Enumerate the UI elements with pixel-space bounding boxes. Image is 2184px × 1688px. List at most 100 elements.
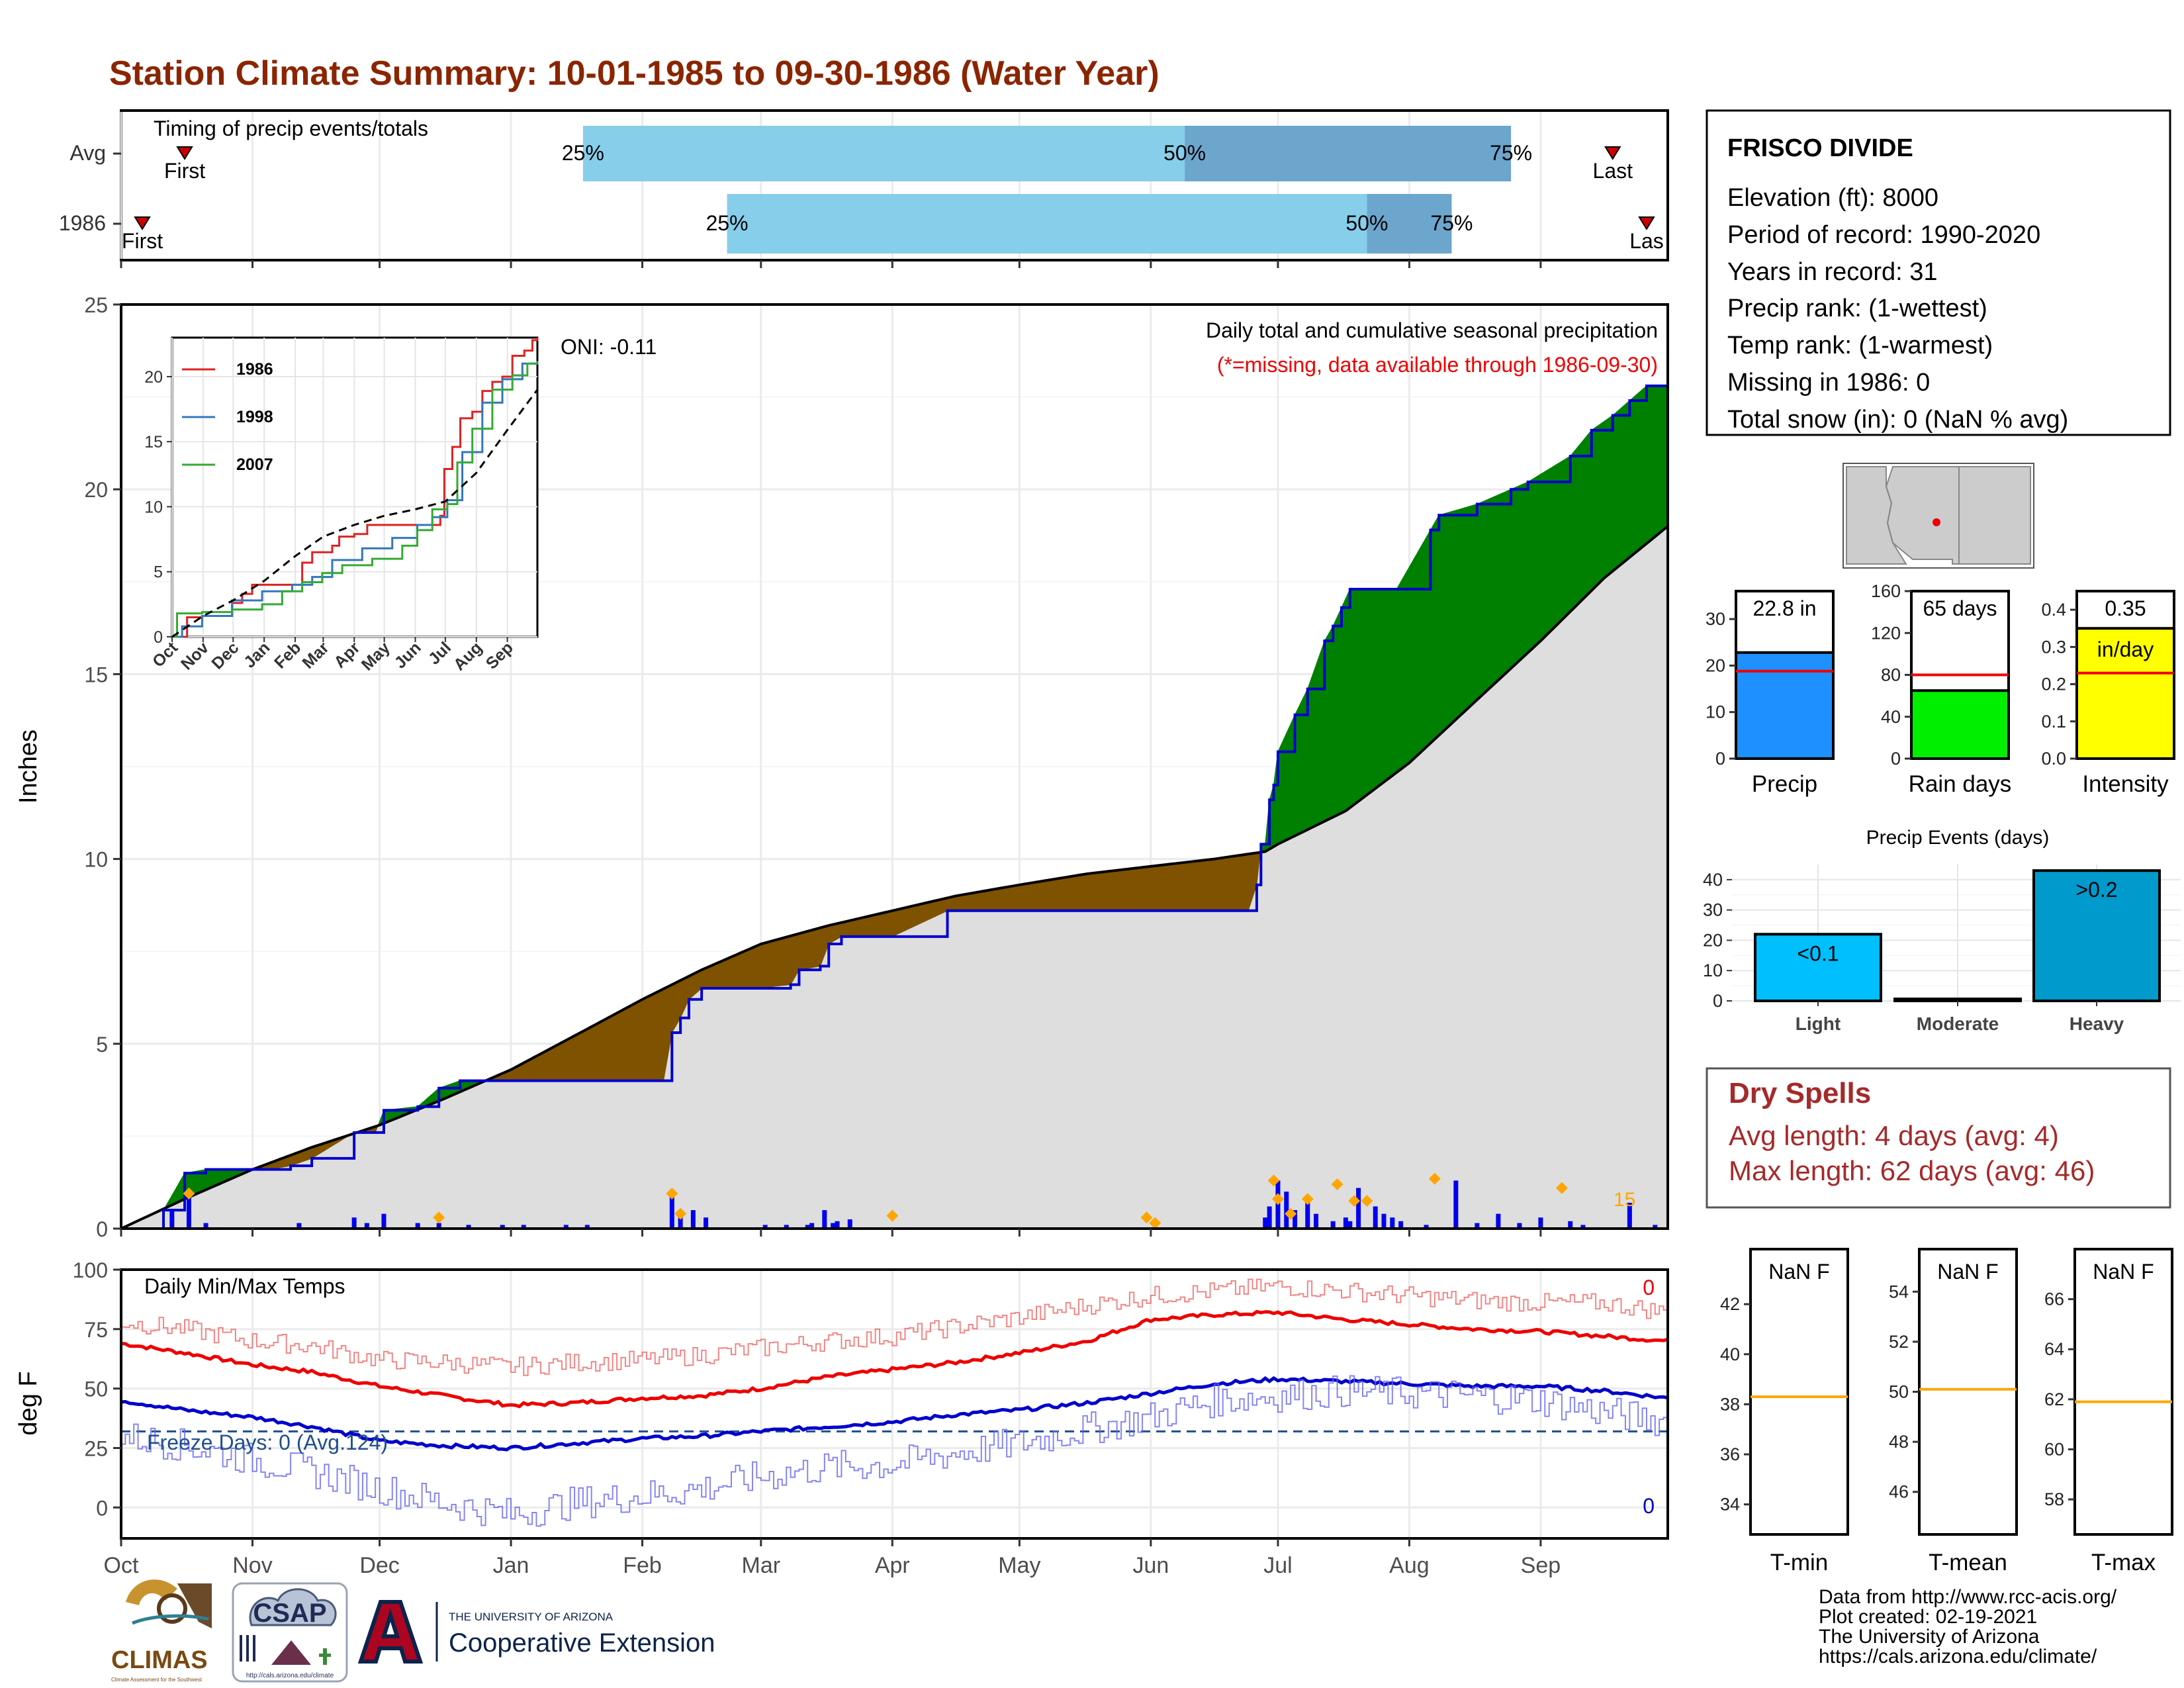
daily-precip-bar bbox=[500, 1225, 505, 1229]
below-average-fill bbox=[582, 1028, 588, 1082]
inset-y-tick-label: 20 bbox=[144, 368, 163, 387]
temp-summary-value-label: NaN F bbox=[1768, 1260, 1829, 1284]
inset-legend-label: 2007 bbox=[236, 455, 273, 474]
timing-label-50: 50% bbox=[1163, 141, 1206, 165]
daily-precip-bar bbox=[1390, 1217, 1395, 1229]
precip-event-marker bbox=[1555, 1182, 1568, 1194]
below-average-fill bbox=[591, 1023, 596, 1082]
below-average-fill bbox=[659, 988, 664, 1082]
above-average-fill bbox=[1358, 588, 1363, 802]
above-average-fill bbox=[1438, 513, 1444, 736]
station-info-box: FRISCO DIVIDE Elevation (ft): 8000 Perio… bbox=[1706, 109, 2171, 436]
above-average-fill bbox=[1485, 498, 1490, 693]
daily-precip-bar bbox=[1538, 1217, 1543, 1229]
month-tick-label: Oct bbox=[104, 1553, 139, 1578]
below-average-fill bbox=[727, 956, 732, 989]
above-average-fill bbox=[1582, 434, 1588, 600]
below-average-fill bbox=[731, 955, 736, 989]
temp-y-tick-label: 0 bbox=[96, 1496, 108, 1520]
above-average-fill bbox=[1362, 588, 1367, 799]
below-average-fill bbox=[705, 965, 711, 989]
below-average-fill bbox=[1002, 886, 1007, 912]
inset-average-line bbox=[171, 389, 539, 638]
below-average-fill bbox=[845, 920, 850, 937]
precip-event-bar-heavy bbox=[2032, 869, 2161, 1002]
below-average-fill bbox=[777, 937, 783, 987]
below-average-fill bbox=[1188, 861, 1194, 912]
above-average-fill bbox=[1637, 389, 1643, 551]
station-line-precip-rank: Precip rank: (1-wettest) bbox=[1727, 295, 1987, 322]
inset-series bbox=[171, 338, 539, 638]
below-average-fill bbox=[1235, 855, 1240, 912]
climas-logo: CLIMAS Climate Assessment for the Southw… bbox=[111, 1579, 212, 1683]
above-average-fill bbox=[1434, 514, 1439, 740]
below-average-fill bbox=[989, 888, 995, 912]
station-line-missing: Missing in 1986: 0 bbox=[1727, 369, 1930, 397]
ua-cooperative-extension: Cooperative Extension bbox=[449, 1628, 715, 1658]
above-average-fill bbox=[1400, 573, 1406, 771]
temp-summary-value-label: NaN F bbox=[2093, 1260, 2154, 1284]
timing-label-25: 25% bbox=[706, 211, 749, 235]
below-average-fill bbox=[1095, 872, 1101, 912]
temp-summary-x-label: T-min bbox=[1770, 1550, 1829, 1575]
temp-y-label: deg F bbox=[15, 1371, 42, 1435]
precip-event-marker bbox=[1301, 1193, 1314, 1205]
below-average-fill bbox=[621, 1008, 626, 1082]
below-average-fill bbox=[951, 895, 956, 912]
temp-line-record-min bbox=[121, 1375, 1668, 1527]
event-count-label: 15 bbox=[1614, 1189, 1635, 1211]
daily-precip-bar bbox=[364, 1223, 369, 1229]
summary-bar-x-label: Rain days bbox=[1909, 771, 2012, 797]
below-average-fill bbox=[1184, 861, 1189, 912]
station-line-temp-rank: Temp rank: (1-warmest) bbox=[1727, 332, 1993, 359]
temp-summary-y-tick-label: 62 bbox=[2044, 1389, 2064, 1409]
station-line-years: Years in record: 31 bbox=[1727, 258, 1938, 286]
month-tick-label: Sep bbox=[1521, 1553, 1561, 1578]
below-average-fill bbox=[917, 903, 923, 925]
below-average-fill bbox=[1011, 885, 1016, 912]
footer-credits: Data from http://www.rcc-acis.org/ Plot … bbox=[1819, 1586, 2117, 1667]
temp-x-axis: Oct Nov Dec Jan Feb Mar Apr May Jun Jul Aug Sep bbox=[104, 1538, 1561, 1578]
below-average-fill bbox=[671, 982, 677, 1034]
precip-events-title: Precip Events (days) bbox=[1866, 827, 2050, 849]
below-average-fill bbox=[964, 893, 970, 912]
precip-event-marker bbox=[1267, 1174, 1280, 1187]
below-average-fill bbox=[1099, 871, 1105, 912]
climas-subtitle: Climate Assessment for the Southwest bbox=[111, 1677, 203, 1683]
below-average-fill bbox=[1078, 874, 1083, 912]
last-event-label: Las bbox=[1629, 229, 1664, 253]
below-average-fill bbox=[650, 992, 656, 1082]
daily-precip-bar bbox=[1305, 1202, 1310, 1229]
below-average-fill bbox=[561, 1039, 567, 1082]
below-average-fill bbox=[1226, 856, 1232, 912]
below-average-fill bbox=[540, 1051, 545, 1082]
above-average-fill bbox=[1464, 506, 1469, 713]
freeze-days-label: Freeze Days: 0 (Avg.124) bbox=[147, 1430, 388, 1454]
average-cumulative-line bbox=[120, 525, 1669, 1230]
daily-precip-bar bbox=[762, 1225, 768, 1229]
timing-label: Timing of precip events/totals bbox=[154, 117, 428, 140]
above-average-fill bbox=[1600, 420, 1605, 583]
precip-y-tick-label: 15 bbox=[84, 663, 108, 686]
events-y-tick-label: 20 bbox=[1703, 930, 1723, 950]
above-average-fill bbox=[1616, 407, 1622, 569]
above-average-fill bbox=[1387, 588, 1393, 780]
temp-summary-y-tick-label: 42 bbox=[1720, 1294, 1740, 1314]
location-map bbox=[1843, 463, 2034, 569]
below-average-fill bbox=[578, 1031, 584, 1082]
precip-panel: 0 5 10 15 20 25 Inches Daily total and cumula… bbox=[15, 293, 1669, 1241]
above-average-fill bbox=[1612, 410, 1617, 572]
below-average-fill bbox=[709, 963, 715, 989]
below-average-fill bbox=[616, 1010, 622, 1082]
month-tick-label: Jul bbox=[1263, 1553, 1292, 1578]
first-event-label: First bbox=[164, 159, 205, 183]
below-average-fill bbox=[993, 888, 999, 912]
below-average-fill bbox=[769, 940, 774, 988]
above-average-fill bbox=[193, 1170, 198, 1196]
below-average-fill bbox=[608, 1015, 614, 1082]
below-average-fill bbox=[570, 1035, 575, 1082]
below-average-fill bbox=[997, 887, 1003, 912]
summary-bar-precip bbox=[1735, 651, 1835, 760]
precip-event-marker bbox=[183, 1187, 195, 1199]
daily-precip-bar bbox=[669, 1195, 674, 1229]
